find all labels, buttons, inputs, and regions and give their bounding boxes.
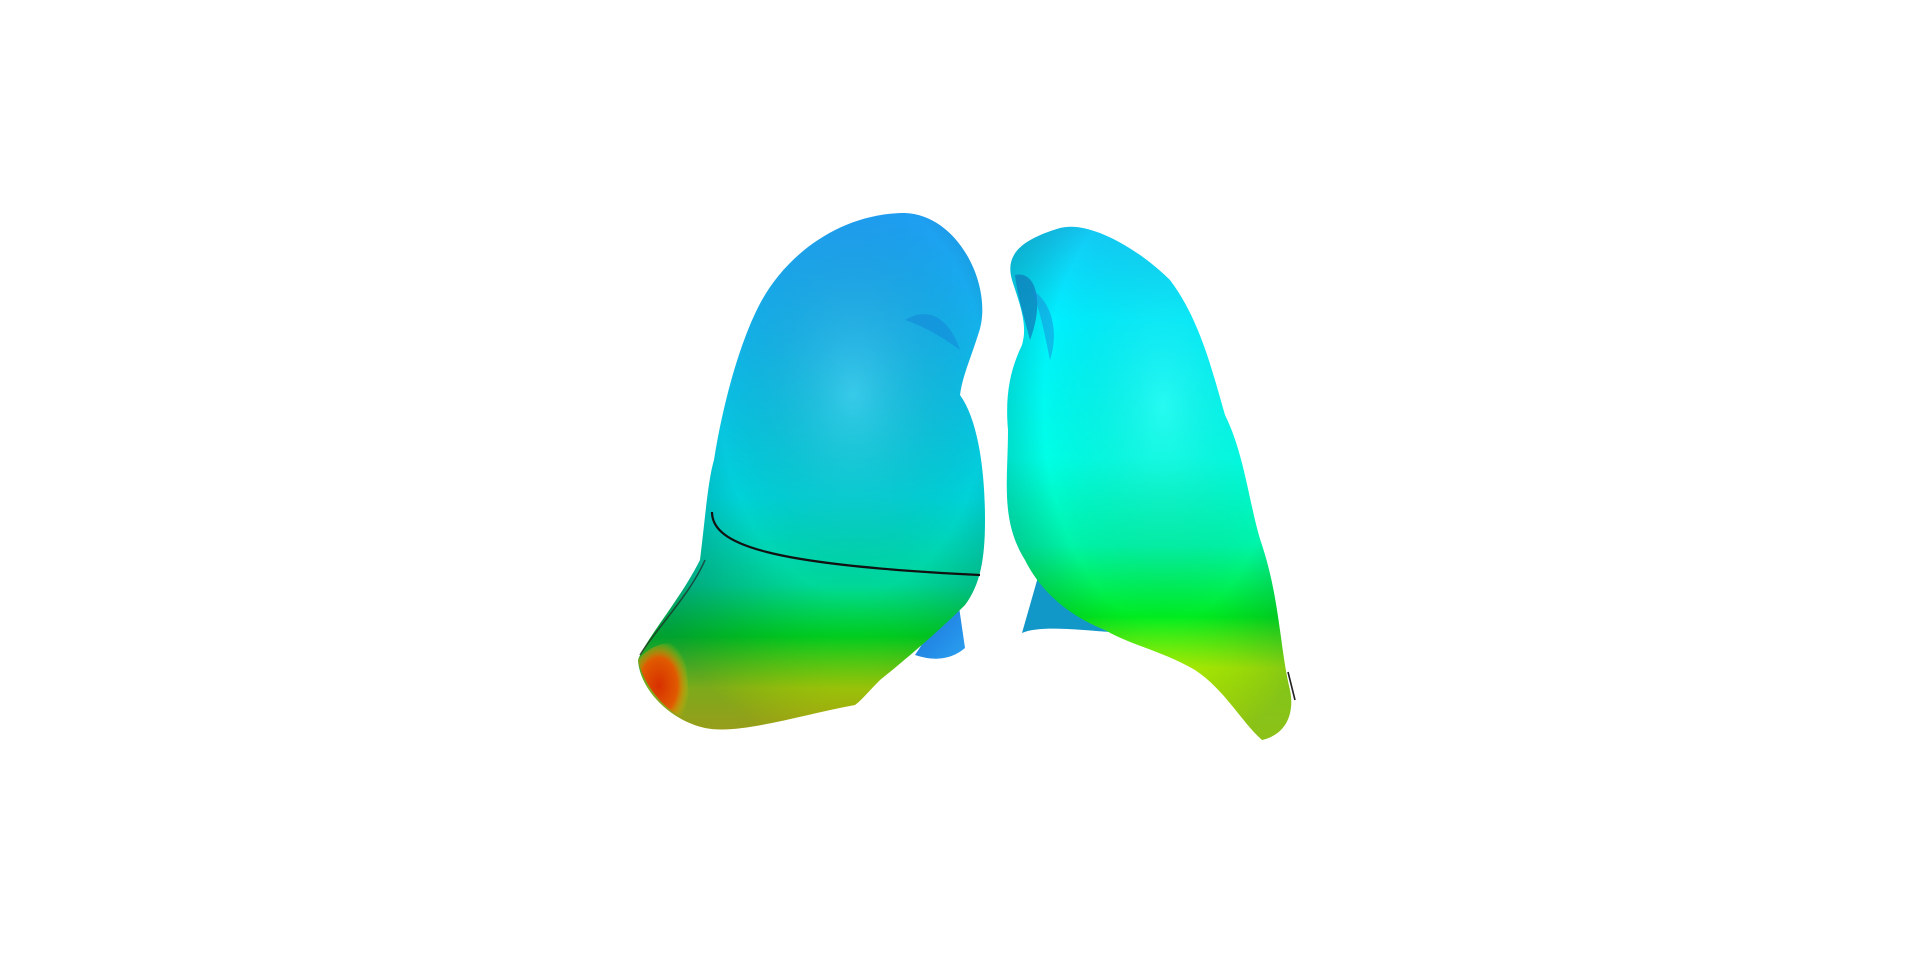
left-lung-fissure-line	[710, 511, 981, 577]
right-lung-notch	[1015, 274, 1038, 340]
left-lung	[638, 213, 985, 730]
left-lung-hot-region	[638, 643, 690, 720]
right-lung-shading	[1006, 226, 1292, 740]
right-lung	[1006, 226, 1296, 740]
left-lung-crease	[905, 314, 960, 350]
left-lung-shading	[638, 213, 985, 730]
right-lung-edge	[1287, 671, 1296, 701]
right-lung-notch-highlight	[1032, 290, 1054, 360]
left-lung-edge	[639, 559, 706, 656]
